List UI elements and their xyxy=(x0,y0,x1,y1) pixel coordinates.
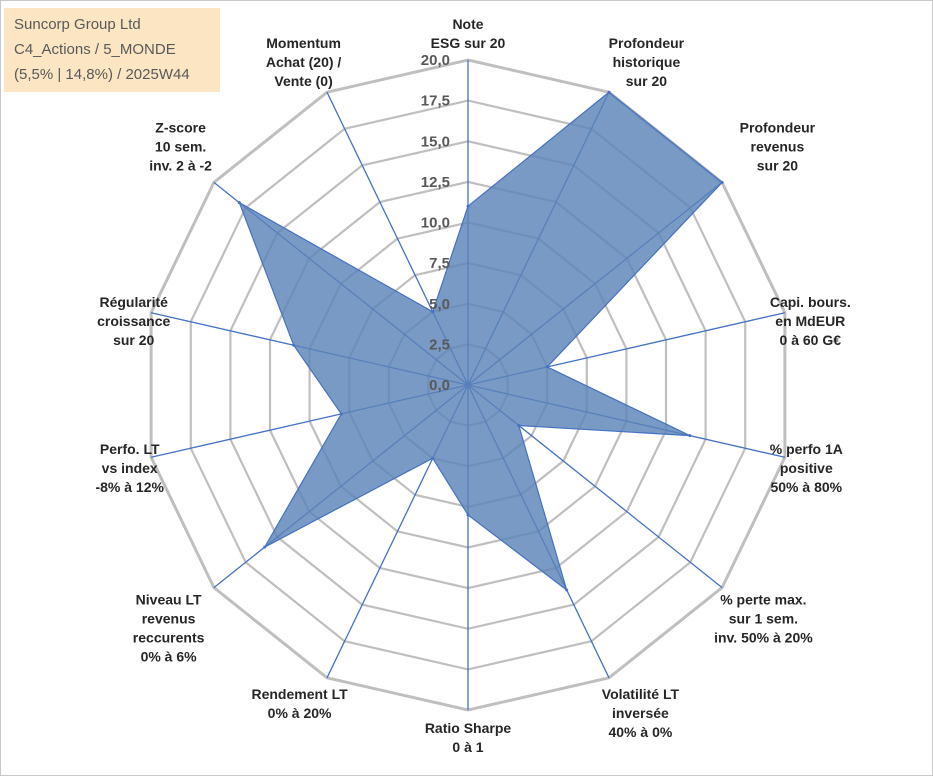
tick-label-7: 17,5 xyxy=(421,93,450,110)
axis-label-line: sur 20 xyxy=(626,73,667,89)
axis-label-line: historique xyxy=(613,54,681,70)
company-name: Suncorp Group Ltd xyxy=(14,16,141,33)
axis-label-7: Volatilité LT inversée 40% à 0% xyxy=(602,686,680,740)
axis-label-line: inv. 2 à -2 xyxy=(149,157,212,173)
axis-label-line: en MdEUR xyxy=(775,313,845,329)
axis-label-line: 50% à 80% xyxy=(770,479,842,495)
tick-label-2: 5,0 xyxy=(429,296,450,313)
axis-label-line: 10 sem. xyxy=(155,138,206,154)
data-point-6 xyxy=(517,424,521,427)
axis-label-line: ESG sur 20 xyxy=(431,35,506,51)
axis-label-line: inversée xyxy=(612,705,669,721)
axis-label-line: 0 à 60 G€ xyxy=(780,332,842,348)
data-point-5 xyxy=(688,434,692,438)
axis-label-3: Profondeur revenus sur 20 xyxy=(740,119,816,173)
data-point-8 xyxy=(466,513,470,517)
axis-label-line: Régularité xyxy=(99,294,168,310)
axis-label-5: % perfo 1A positive 50% à 80% xyxy=(770,441,843,495)
radar-tick-labels: 0,0 2,5 5,0 7,5 10,0 12,5 15,0 17,5 20,0 xyxy=(421,52,450,394)
axis-label-line: Capi. bours. xyxy=(770,294,851,310)
tick-label-5: 12,5 xyxy=(421,174,450,191)
tick-label-3: 7,5 xyxy=(429,255,450,272)
axis-label-line: sur 20 xyxy=(757,157,798,173)
axis-label-line: reccurents xyxy=(133,630,205,646)
tick-label-0: 0,0 xyxy=(429,377,450,394)
data-point-12 xyxy=(292,343,296,347)
axis-label-13: Z-score 10 sem. inv. 2 à -2 xyxy=(149,119,212,173)
axis-label-line: Ratio Sharpe xyxy=(425,720,512,736)
axis-label-line: % perte max. xyxy=(720,592,806,608)
axis-label-line: 40% à 0% xyxy=(608,724,672,740)
axis-label-14: Momentum Achat (20) / Vente (0) xyxy=(266,35,342,89)
axis-label-line: croissance xyxy=(97,313,170,329)
axis-label-line: Volatilité LT xyxy=(602,686,680,702)
data-point-3 xyxy=(720,180,724,184)
data-point-9 xyxy=(431,456,435,460)
axis-label-line: sur 20 xyxy=(113,332,154,348)
category-label: C4_Actions / 5_MONDE xyxy=(14,41,176,58)
tick-label-1: 2,5 xyxy=(429,336,450,353)
info-box: Suncorp Group Ltd C4_Actions / 5_MONDE (… xyxy=(4,8,220,92)
axis-label-12: Régularité croissance sur 20 xyxy=(97,294,170,348)
axis-label-line: 0% à 20% xyxy=(268,705,332,721)
axis-label-1: Note ESG sur 20 xyxy=(431,16,506,51)
axis-label-line: % perfo 1A xyxy=(770,441,843,457)
axis-label-line: Momentum xyxy=(266,35,341,51)
axis-label-line: Niveau LT xyxy=(136,592,202,608)
axis-label-line: 0% à 6% xyxy=(141,649,198,665)
performance-week-label: (5,5% | 14,8%) / 2025W44 xyxy=(14,66,190,83)
axis-label-line: inv. 50% à 20% xyxy=(714,630,813,646)
axis-label-line: -8% à 12% xyxy=(95,479,164,495)
axis-label-line: Achat (20) / xyxy=(266,54,342,70)
data-point-10 xyxy=(263,545,267,549)
data-point-1 xyxy=(466,204,470,208)
axis-label-line: positive xyxy=(780,460,833,476)
axis-label-line: Rendement LT xyxy=(251,686,348,702)
axis-label-11: Perfo. LT vs index -8% à 12% xyxy=(95,441,164,495)
axis-label-8: Ratio Sharpe 0 à 1 xyxy=(425,720,512,755)
axis-label-line: revenus xyxy=(142,611,196,627)
axis-label-line: Vente (0) xyxy=(274,73,332,89)
axis-label-line: revenus xyxy=(751,138,805,154)
axis-label-line: Note xyxy=(452,16,483,32)
axis-label-line: Profondeur xyxy=(609,35,685,51)
axis-label-2: Profondeur historique sur 20 xyxy=(609,35,685,89)
axis-label-line: Perfo. LT xyxy=(100,441,160,457)
axis-label-9: Rendement LT 0% à 20% xyxy=(251,686,348,721)
tick-label-8: 20,0 xyxy=(421,52,450,69)
radar-series xyxy=(237,90,724,592)
series-area xyxy=(238,91,723,592)
data-point-2 xyxy=(607,90,611,94)
axis-label-6: % perte max. sur 1 sem. inv. 50% à 20% xyxy=(714,592,813,646)
data-point-11 xyxy=(339,412,343,416)
axis-label-10: Niveau LT revenus reccurents 0% à 6% xyxy=(133,592,205,665)
radar-axis-labels: Note ESG sur 20 Profondeur historique sur 20… xyxy=(95,16,850,755)
axis-label-4: Capi. bours. en MdEUR 0 à 60 G€ xyxy=(770,294,851,348)
axis-label-line: 0 à 1 xyxy=(452,739,483,755)
tick-label-6: 15,0 xyxy=(421,133,450,150)
data-point-4 xyxy=(545,365,549,369)
axis-label-line: sur 1 sem. xyxy=(729,611,798,627)
axis-label-line: vs index xyxy=(102,460,158,476)
axis-label-line: Z-score xyxy=(155,119,206,135)
tick-label-4: 10,0 xyxy=(421,215,450,232)
axis-label-line: Profondeur xyxy=(740,119,816,135)
data-point-14 xyxy=(431,310,435,314)
data-point-13 xyxy=(237,201,241,205)
data-point-7 xyxy=(565,588,569,592)
